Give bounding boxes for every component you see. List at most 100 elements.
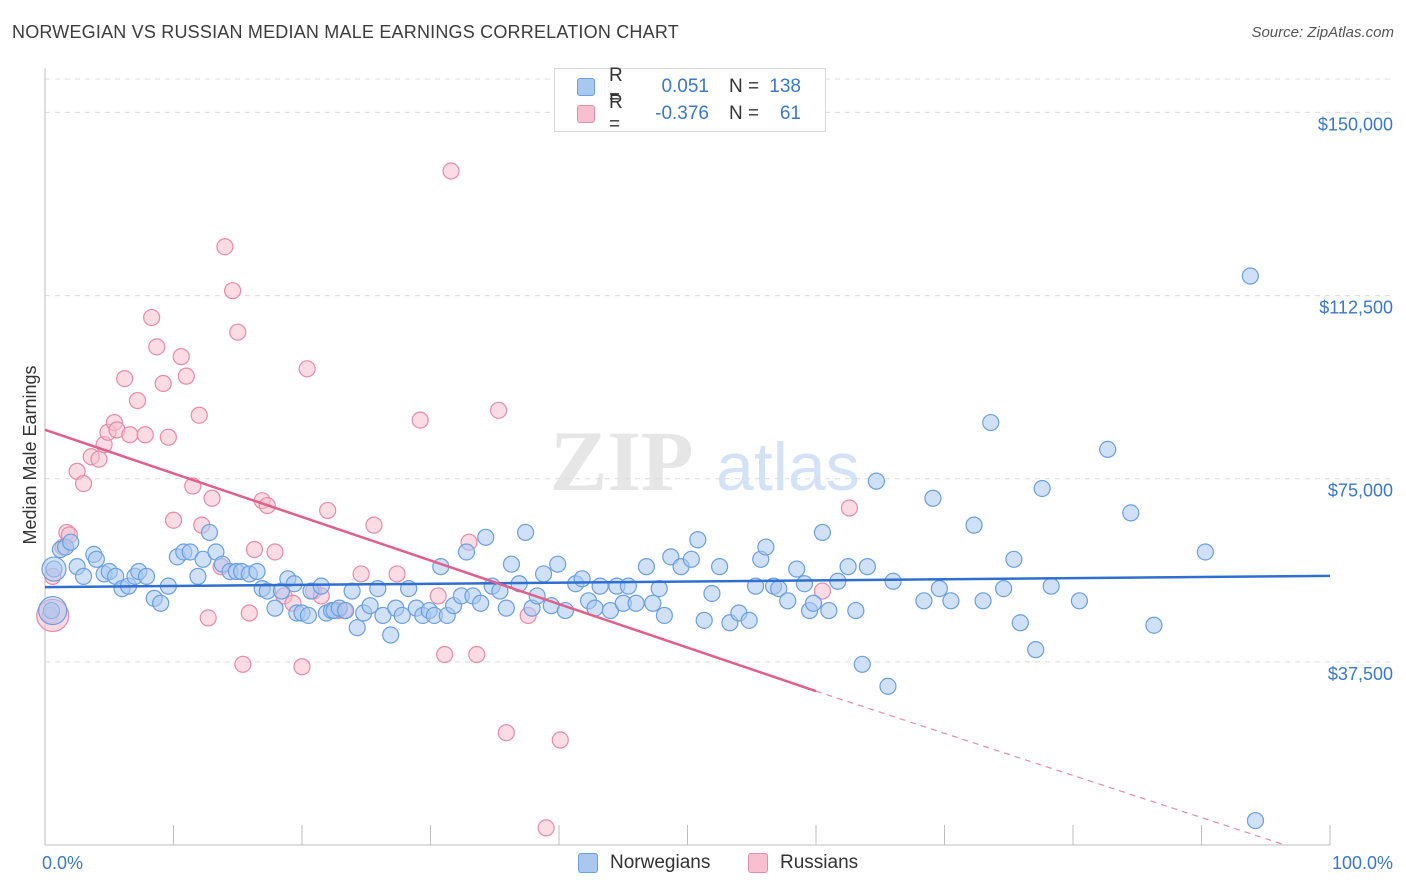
norwegians-point	[682, 550, 700, 568]
legend-swatch-norwegians	[578, 853, 598, 873]
norwegians-point	[1033, 479, 1051, 498]
russians-point	[164, 511, 183, 529]
norwegians-point	[516, 523, 535, 542]
norwegians-point	[779, 592, 797, 610]
norwegians-point	[62, 533, 80, 551]
russians-point	[551, 731, 569, 749]
axes	[44, 68, 1331, 846]
norwegians-point	[348, 619, 366, 637]
y-tick-labels: $37,500 $75,000 $112,500 $150,000	[1318, 114, 1393, 683]
norwegians-point	[534, 565, 553, 583]
russians-point	[224, 282, 242, 300]
legend-swatch-russians	[748, 853, 768, 873]
russians-point	[442, 162, 460, 180]
russians-trend-line	[44, 428, 817, 693]
norwegians-point	[924, 489, 942, 507]
legend-r-label: R =	[609, 92, 623, 135]
norwegians-point	[884, 572, 902, 590]
legend-n-label: N =	[729, 103, 760, 124]
norwegians-point	[695, 611, 713, 629]
y-tick-label: $150,000	[1318, 114, 1393, 134]
norwegians-point	[703, 584, 721, 603]
legend-item-norwegians[interactable]: Norwegians	[578, 852, 710, 874]
norwegians-point	[38, 595, 68, 626]
russians-point	[298, 360, 316, 378]
norwegians-point	[995, 579, 1013, 598]
russians-point	[813, 582, 832, 600]
norwegians-point	[266, 599, 284, 617]
norwegians-point	[757, 538, 775, 556]
russians-point	[490, 401, 508, 419]
legend-n-value: 138	[769, 76, 801, 97]
norwegians-point	[839, 558, 857, 576]
norwegians-point	[248, 562, 266, 581]
russians-point	[143, 308, 161, 327]
russians-point	[245, 540, 264, 559]
norwegians-point	[1241, 267, 1259, 285]
legend-label-norwegians: Norwegians	[610, 852, 711, 873]
x-tick-label: 0.0%	[42, 853, 83, 873]
russians-point	[159, 428, 177, 446]
norwegians-point	[627, 594, 645, 612]
russians-point	[840, 499, 859, 517]
norwegians-point	[573, 570, 591, 588]
norwegians-point	[858, 558, 877, 576]
norwegians-point	[915, 592, 933, 610]
russians-point	[365, 516, 383, 534]
norwegians-point	[200, 523, 219, 542]
norwegians-point	[41, 556, 67, 582]
russians-point	[497, 724, 515, 742]
russians-point	[388, 565, 406, 583]
russians-point	[154, 374, 172, 393]
norwegians-point	[1011, 614, 1029, 632]
legend-n-label: N =	[729, 76, 760, 97]
norwegians-point	[974, 592, 992, 610]
norwegians-point	[374, 606, 392, 625]
norwegians-point	[1070, 592, 1089, 610]
norwegians-point	[847, 601, 865, 620]
russians-point	[240, 604, 258, 622]
russians-point	[177, 367, 195, 385]
norwegians-point	[457, 543, 476, 561]
norwegians-point	[965, 516, 983, 534]
x-tick-label: 100.0%	[1332, 853, 1393, 873]
norwegians-point	[74, 567, 93, 585]
correlation-legend: R = 0.051 N = 138 R = -0.376 N = 61	[554, 65, 826, 135]
legend-item-russians[interactable]: Russians	[748, 852, 858, 874]
norwegians-point	[497, 599, 515, 617]
series-legend: Norwegians Russians	[0, 852, 1406, 878]
norwegians-point	[152, 594, 170, 612]
norwegians-point	[472, 594, 490, 612]
norwegians-point	[804, 594, 823, 612]
norwegians-point	[1196, 543, 1214, 561]
y-tick-label: $37,500	[1328, 664, 1393, 684]
norwegians-trend-line	[44, 574, 1331, 589]
russians-point	[411, 411, 429, 429]
trend-lines	[44, 428, 1331, 846]
norwegians-point	[619, 577, 637, 595]
russians-point	[136, 426, 154, 444]
legend-row-norwegians: R = 0.051 N = 138	[577, 65, 801, 108]
legend-r-value: -0.376	[655, 103, 709, 124]
russians-point	[190, 406, 208, 424]
norwegians-point	[930, 579, 948, 598]
norwegians-point	[795, 575, 814, 593]
norwegians-point	[740, 611, 758, 629]
russians-point	[293, 658, 311, 676]
russians-point	[128, 391, 147, 410]
russians-point	[74, 474, 93, 493]
norwegians-point	[137, 567, 156, 585]
russians-point	[121, 426, 139, 444]
norwegians-point	[1246, 811, 1265, 830]
norwegians-point	[194, 550, 212, 568]
watermark-atlas: atlas	[716, 429, 860, 505]
norwegians-point	[637, 558, 655, 576]
norwegians-point	[867, 472, 885, 490]
norwegians-point	[393, 606, 411, 625]
russians-trend-extension	[815, 690, 1286, 846]
legend-n-value: 61	[779, 103, 801, 124]
watermark: ZIP atlas	[550, 413, 860, 509]
norwegians-point	[337, 601, 355, 620]
source-credit: Source: ZipAtlas.com	[1251, 24, 1394, 41]
